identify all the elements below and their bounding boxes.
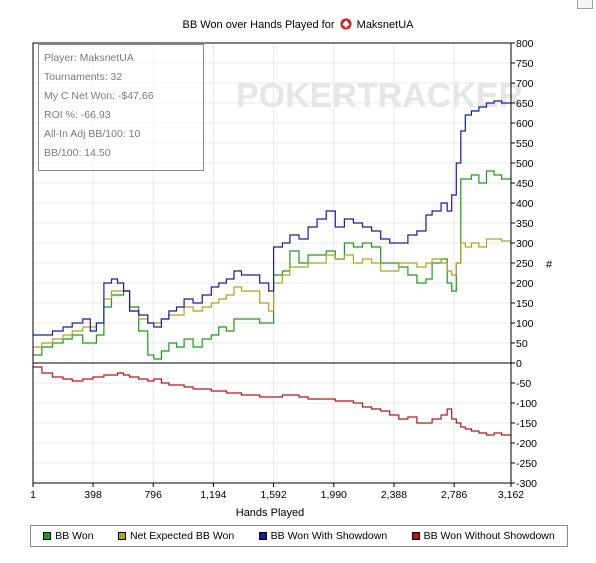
series-line-with-showdown [33,100,511,336]
y-tick-label: -150 [516,418,537,430]
x-tick-label: 2,388 [381,489,407,501]
pokertracker-spade-icon [339,18,352,30]
y-tick-label: 50 [516,338,528,350]
y-tick-label: 500 [516,158,534,170]
watermark-text: POKERTRACKER [236,77,523,115]
x-tick-label: 2,786 [441,489,467,501]
y-tick-label: -50 [516,378,531,390]
y-tick-label: 200 [516,278,534,290]
y-tick-label: 800 [516,38,534,50]
y-tick-label: 700 [516,78,534,90]
x-tick-label: 3,162 [498,489,524,501]
y-tick-label: 350 [516,218,534,230]
stat-allin-adj: All-In Adj BB/100: 10 [44,128,141,140]
x-tick-label: 796 [144,489,162,501]
y-tick-label: 450 [516,178,534,190]
x-axis-title: Hands Played [236,507,305,519]
y-tick-label: 550 [516,138,534,150]
legend-item-without-showdown[interactable]: BB Won Without Showdown [411,530,555,542]
series-line-without-showdown [33,366,511,437]
x-tick-label: 1,592 [260,489,286,501]
legend-item-net-expected[interactable]: Net Expected BB Won [117,530,234,542]
window-frame [0,0,596,10]
y-tick-label: 0 [516,358,522,370]
window-corner-button[interactable] [577,0,593,9]
stat-player: Player: MaksnetUA [44,52,134,64]
y-axis-title: # [546,259,553,271]
y-tick-label: -100 [516,398,537,410]
stat-roi: ROI %: -66.93 [44,109,111,121]
y-tick-label: 750 [516,58,534,70]
x-tick-label: 398 [84,489,102,501]
y-tick-label: -300 [516,478,537,490]
stat-net-won: My C Net Won: -$47.66 [44,90,154,102]
x-tick-label: 1 [30,489,36,501]
legend-swatch-with-showdown [258,532,267,540]
legend-item-with-showdown[interactable]: BB Won With Showdown [258,530,387,542]
x-tick-label: 1,194 [200,489,226,501]
stat-tournaments: Tournaments: 32 [44,71,123,83]
series-line-bb-won [33,170,511,360]
y-tick-label: 650 [516,98,534,110]
x-tick-label: 1,990 [321,489,347,501]
legend-swatch-without-showdown [411,532,420,540]
y-tick-label: 100 [516,318,534,330]
legend-swatch-bb-won [43,532,52,540]
legend-swatch-net-expected [117,532,126,540]
chart-title-text: BB Won over Hands Played for [182,19,335,31]
chart-title-player: MaksnetUA [356,19,414,31]
y-tick-label: 600 [516,118,534,130]
y-tick-label: 150 [516,298,534,310]
y-tick-label: -200 [516,438,537,450]
player-stats-box: Player: MaksnetUA Tournaments: 32 My C N… [38,44,204,171]
legend-item-bb-won[interactable]: BB Won [43,530,94,542]
y-tick-label: -250 [516,458,537,470]
stat-bb100: BB/100: 14.50 [44,147,111,159]
chart-legend: BB Won Net Expected BB Won BB Won With S… [30,525,568,547]
y-tick-label: 300 [516,238,534,250]
series-line-net-expected [33,238,511,348]
y-tick-label: 400 [516,198,534,210]
chart-title: BB Won over Hands Played for MaksnetUA [0,18,596,32]
y-tick-label: 250 [516,258,534,270]
